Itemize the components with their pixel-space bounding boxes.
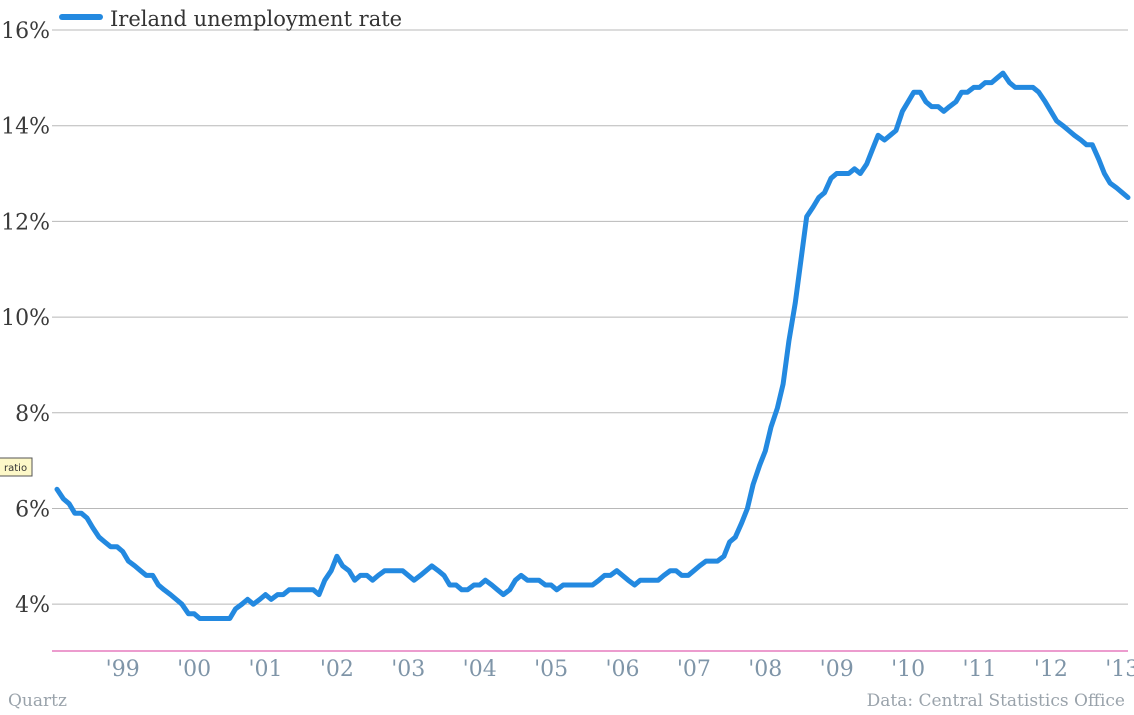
y-axis-ticks: 4% 6% 8% 10% 12% 14% 16% xyxy=(1,19,50,618)
series-line-ireland-unemployment xyxy=(54,70,1131,621)
x-tick-label-2004: '04 xyxy=(463,657,497,682)
footer-source-left: Quartz xyxy=(8,691,67,711)
y-tick-label-16: 16% xyxy=(1,19,50,44)
x-tick-label-2000: '00 xyxy=(177,657,211,682)
y-tick-label-12: 12% xyxy=(1,210,50,235)
x-tick-label-2013: '13 xyxy=(1105,657,1134,682)
x-tick-label-2010: '10 xyxy=(891,657,925,682)
footer-source-right: Data: Central Statistics Office xyxy=(867,691,1125,711)
x-tick-label-2001: '01 xyxy=(248,657,282,682)
x-tick-label-2008: '08 xyxy=(748,657,782,682)
x-axis-ticks: '99 '00 '01 '02 '03 '04 '05 '06 '07 '08 '09 '10 '11 '… xyxy=(106,657,1134,682)
legend: Ireland unemployment rate xyxy=(59,7,402,31)
x-tick-label-2002: '02 xyxy=(320,657,354,682)
x-tick-label-2011: '11 xyxy=(962,657,996,682)
x-tick-label-1999: '99 xyxy=(106,657,140,682)
gridlines xyxy=(52,29,1128,605)
y-tick-label-4: 4% xyxy=(15,593,50,618)
y-tick-label-10: 10% xyxy=(1,306,50,331)
x-tick-label-2006: '06 xyxy=(605,657,639,682)
y-tick-label-6: 6% xyxy=(15,497,50,522)
y-tick-label-8: 8% xyxy=(15,402,50,427)
x-tick-label-2007: '07 xyxy=(677,657,711,682)
ratio-tag-label: ratio xyxy=(4,463,27,474)
ratio-tag-box xyxy=(0,457,33,477)
y-tick-label-14: 14% xyxy=(1,115,50,140)
x-tick-label-2012: '12 xyxy=(1034,657,1068,682)
x-tick-label-2009: '09 xyxy=(820,657,854,682)
legend-label: Ireland unemployment rate xyxy=(110,7,402,31)
x-tick-label-2005: '05 xyxy=(534,657,568,682)
ratio-tag: ratio xyxy=(0,457,33,477)
x-tick-label-2003: '03 xyxy=(391,657,425,682)
